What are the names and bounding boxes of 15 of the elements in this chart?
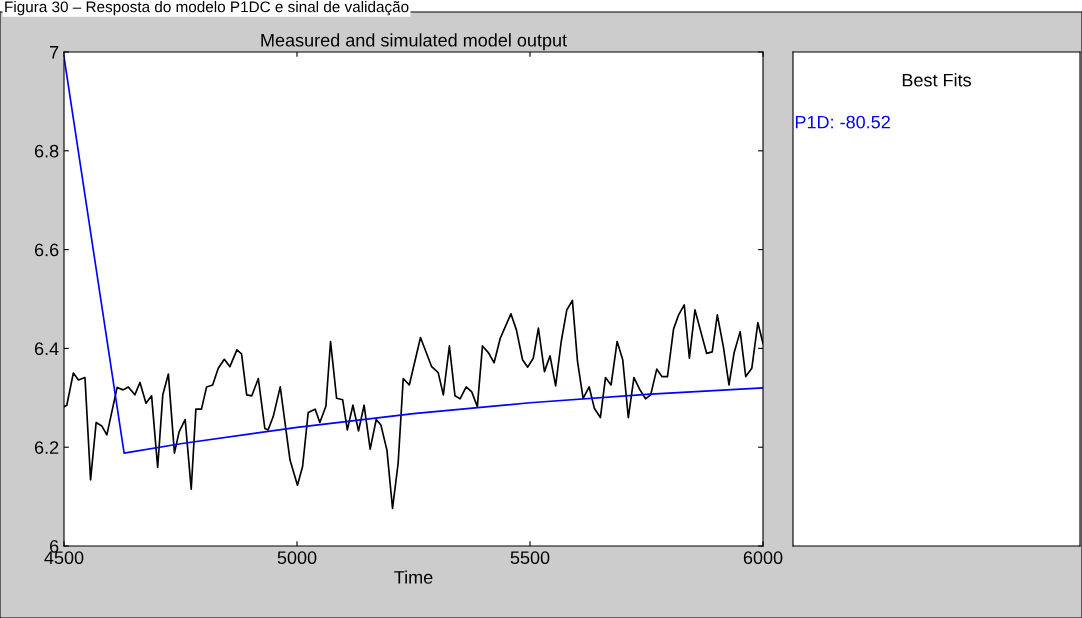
- x-axis-title: Time: [394, 570, 433, 584]
- text: P1D: -80.52: [795, 115, 890, 129]
- chart-title: Measured and simulated model output: [261, 33, 567, 51]
- y-tick-label: 6.8: [34, 144, 59, 158]
- text: Figura 30 – Resposta do modelo P1DC e sinal de validação: [5, 1, 409, 16]
- y-tick-label: 6.6: [34, 243, 59, 257]
- x-tick-label: 5000: [277, 551, 317, 565]
- legend-title: Best Fits: [902, 73, 971, 87]
- x-tick-label: 6000: [743, 551, 783, 565]
- y-tick-label: 6.2: [34, 441, 59, 454]
- x-tick-label: 4500: [44, 551, 84, 565]
- y-tick-label: 6.4: [34, 342, 59, 356]
- y-tick-label: 7: [50, 46, 59, 59]
- y-tick-label: 6: [50, 539, 59, 553]
- x-tick-label: 5500: [510, 551, 550, 565]
